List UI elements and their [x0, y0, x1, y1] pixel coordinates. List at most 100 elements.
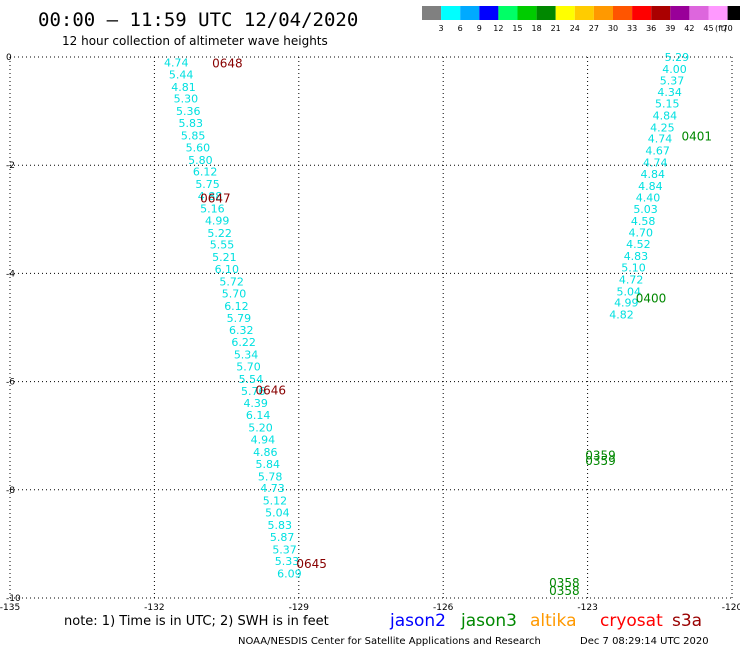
x-tick-label: -132 — [144, 603, 164, 613]
satellite-name: cryosat — [600, 611, 663, 631]
swh-value-label: 5.21 — [212, 251, 237, 264]
swh-value-label: 5.20 — [248, 422, 273, 435]
y-tick-label: -2 — [6, 161, 15, 171]
swh-value-label: 5.04 — [265, 507, 290, 520]
swh-value-label: 5.70 — [236, 360, 261, 373]
legend-label: 27 — [589, 24, 599, 33]
swh-value-label: 4.40 — [636, 192, 661, 205]
satellite-name: altika — [530, 611, 577, 631]
swh-value-label: 6.12 — [193, 166, 218, 179]
swh-value-label: 4.84 — [641, 168, 666, 181]
swh-value-label: 5.84 — [255, 458, 279, 471]
grid-lines — [9, 56, 733, 599]
time-label: 0358 — [549, 584, 580, 598]
swh-value-label: 4.99 — [205, 214, 230, 227]
swh-value-label: 4.81 — [171, 81, 196, 94]
swh-color-legend: 3 6 9 12 15 18 21 24 27 30 33 36 39 42 45 70 — [422, 6, 740, 33]
legend-swatch — [651, 6, 671, 20]
satellite-name: jason3 — [460, 611, 517, 631]
legend-swatch — [460, 6, 480, 20]
legend-label: 15 — [512, 24, 522, 33]
swh-value-label: 5.10 — [621, 261, 646, 274]
legend-swatch — [632, 6, 652, 20]
time-label: 0647 — [200, 192, 231, 206]
swh-value-label: 5.54 — [239, 373, 264, 386]
legend-swatch — [727, 6, 740, 20]
legend-swatch — [555, 6, 575, 20]
swh-value-label: 5.15 — [655, 98, 680, 111]
legend-unit: (ft) — [715, 24, 727, 33]
swh-value-label: 5.04 — [616, 285, 641, 298]
swh-value-label: 5.87 — [270, 531, 295, 544]
satellite-name: jason2 — [389, 611, 446, 631]
swh-value-label: 4.00 — [662, 63, 687, 76]
swh-value-label: 4.94 — [251, 433, 276, 446]
swh-value-label: 4.34 — [657, 86, 682, 99]
y-tick-label: -4 — [6, 269, 15, 279]
swh-value-label: 4.74 — [164, 56, 189, 69]
swh-value-label: 4.84 — [638, 180, 663, 193]
swh-value-label: 4.84 — [653, 109, 678, 122]
legend-label: 18 — [532, 24, 542, 33]
legend-label: 6 — [458, 24, 463, 33]
legend-label: 21 — [551, 24, 561, 33]
swh-value-label: 5.44 — [169, 68, 194, 81]
satellite-legend: jason2 jason3 altika cryosat s3a — [389, 611, 702, 631]
swh-value-label: 5.55 — [210, 239, 235, 252]
swh-value-label: 5.37 — [660, 74, 685, 87]
legend-swatch — [670, 6, 690, 20]
legend-swatch — [479, 6, 499, 20]
swh-value-label: 4.70 — [629, 226, 654, 239]
swh-value-label: 4.74 — [643, 156, 668, 169]
y-tick-label: 0 — [6, 53, 12, 63]
swh-value-label: 4.74 — [648, 133, 673, 146]
legend-label: 3 — [439, 24, 444, 33]
swh-value-label: 4.88 — [198, 190, 223, 203]
legend-label: 70 — [723, 24, 733, 33]
x-tick-label: -120 — [722, 603, 740, 613]
chart-subtitle: 12 hour collection of altimeter wave hei… — [62, 34, 328, 48]
plot-area: 4.745.444.815.305.365.835.855.605.806.12… — [164, 51, 712, 598]
y-tick-label: -6 — [6, 378, 15, 388]
time-label: 0358 — [549, 576, 580, 590]
legend-swatch — [689, 6, 709, 20]
swh-value-label: 5.76 — [241, 385, 265, 398]
y-tick-label: -10 — [6, 594, 21, 604]
swh-value-label: 4.67 — [645, 145, 670, 158]
swh-value-label: 6.10 — [215, 263, 240, 276]
swh-value-label: 4.58 — [631, 215, 656, 228]
time-label: 0648 — [212, 56, 243, 70]
credit-text: NOAA/NESDIS Center for Satellite Applica… — [238, 636, 541, 647]
swh-value-label: 5.37 — [272, 543, 297, 556]
swh-value-label: 5.78 — [258, 470, 283, 483]
swh-value-label: 5.80 — [188, 154, 213, 167]
swh-value-label: 5.83 — [178, 117, 203, 130]
legend-swatch — [613, 6, 633, 20]
swh-value-label: 6.14 — [246, 409, 271, 422]
swh-value-label: 5.16 — [200, 202, 225, 215]
swh-value-label: 5.34 — [234, 349, 259, 362]
footer-note: note: 1) Time is in UTC; 2) SWH is in fe… — [64, 614, 329, 629]
swh-value-label: 5.36 — [176, 105, 201, 118]
legend-swatch — [708, 6, 728, 20]
satellite-name: s3a — [672, 611, 702, 631]
swh-value-label: 5.75 — [195, 178, 220, 191]
chart-title: 00:00 – 11:59 UTC 12/04/2020 — [38, 9, 358, 31]
legend-swatch — [574, 6, 594, 20]
timestamp-text: Dec 7 08:29:14 UTC 2020 — [580, 636, 709, 647]
swh-value-label: 6.09 — [277, 568, 302, 581]
swh-value-label: 5.83 — [268, 519, 293, 532]
swh-value-label: 5.79 — [227, 312, 252, 325]
time-label: 0359 — [585, 454, 616, 468]
swh-value-label: 5.29 — [665, 51, 690, 64]
swh-value-label: 4.52 — [626, 238, 651, 251]
legend-swatch — [536, 6, 556, 20]
axis-tick-labels: -135 -132 -129 -126 -123 -120 0 -2 -4 -6 -8 -10 — [0, 53, 740, 613]
swh-value-label: 6.22 — [231, 336, 256, 349]
time-label: 0645 — [296, 557, 327, 571]
swh-value-label: 4.99 — [614, 297, 639, 310]
legend-label: 12 — [493, 24, 503, 33]
x-tick-label: -123 — [577, 603, 597, 613]
swh-value-label: 5.60 — [186, 141, 211, 154]
